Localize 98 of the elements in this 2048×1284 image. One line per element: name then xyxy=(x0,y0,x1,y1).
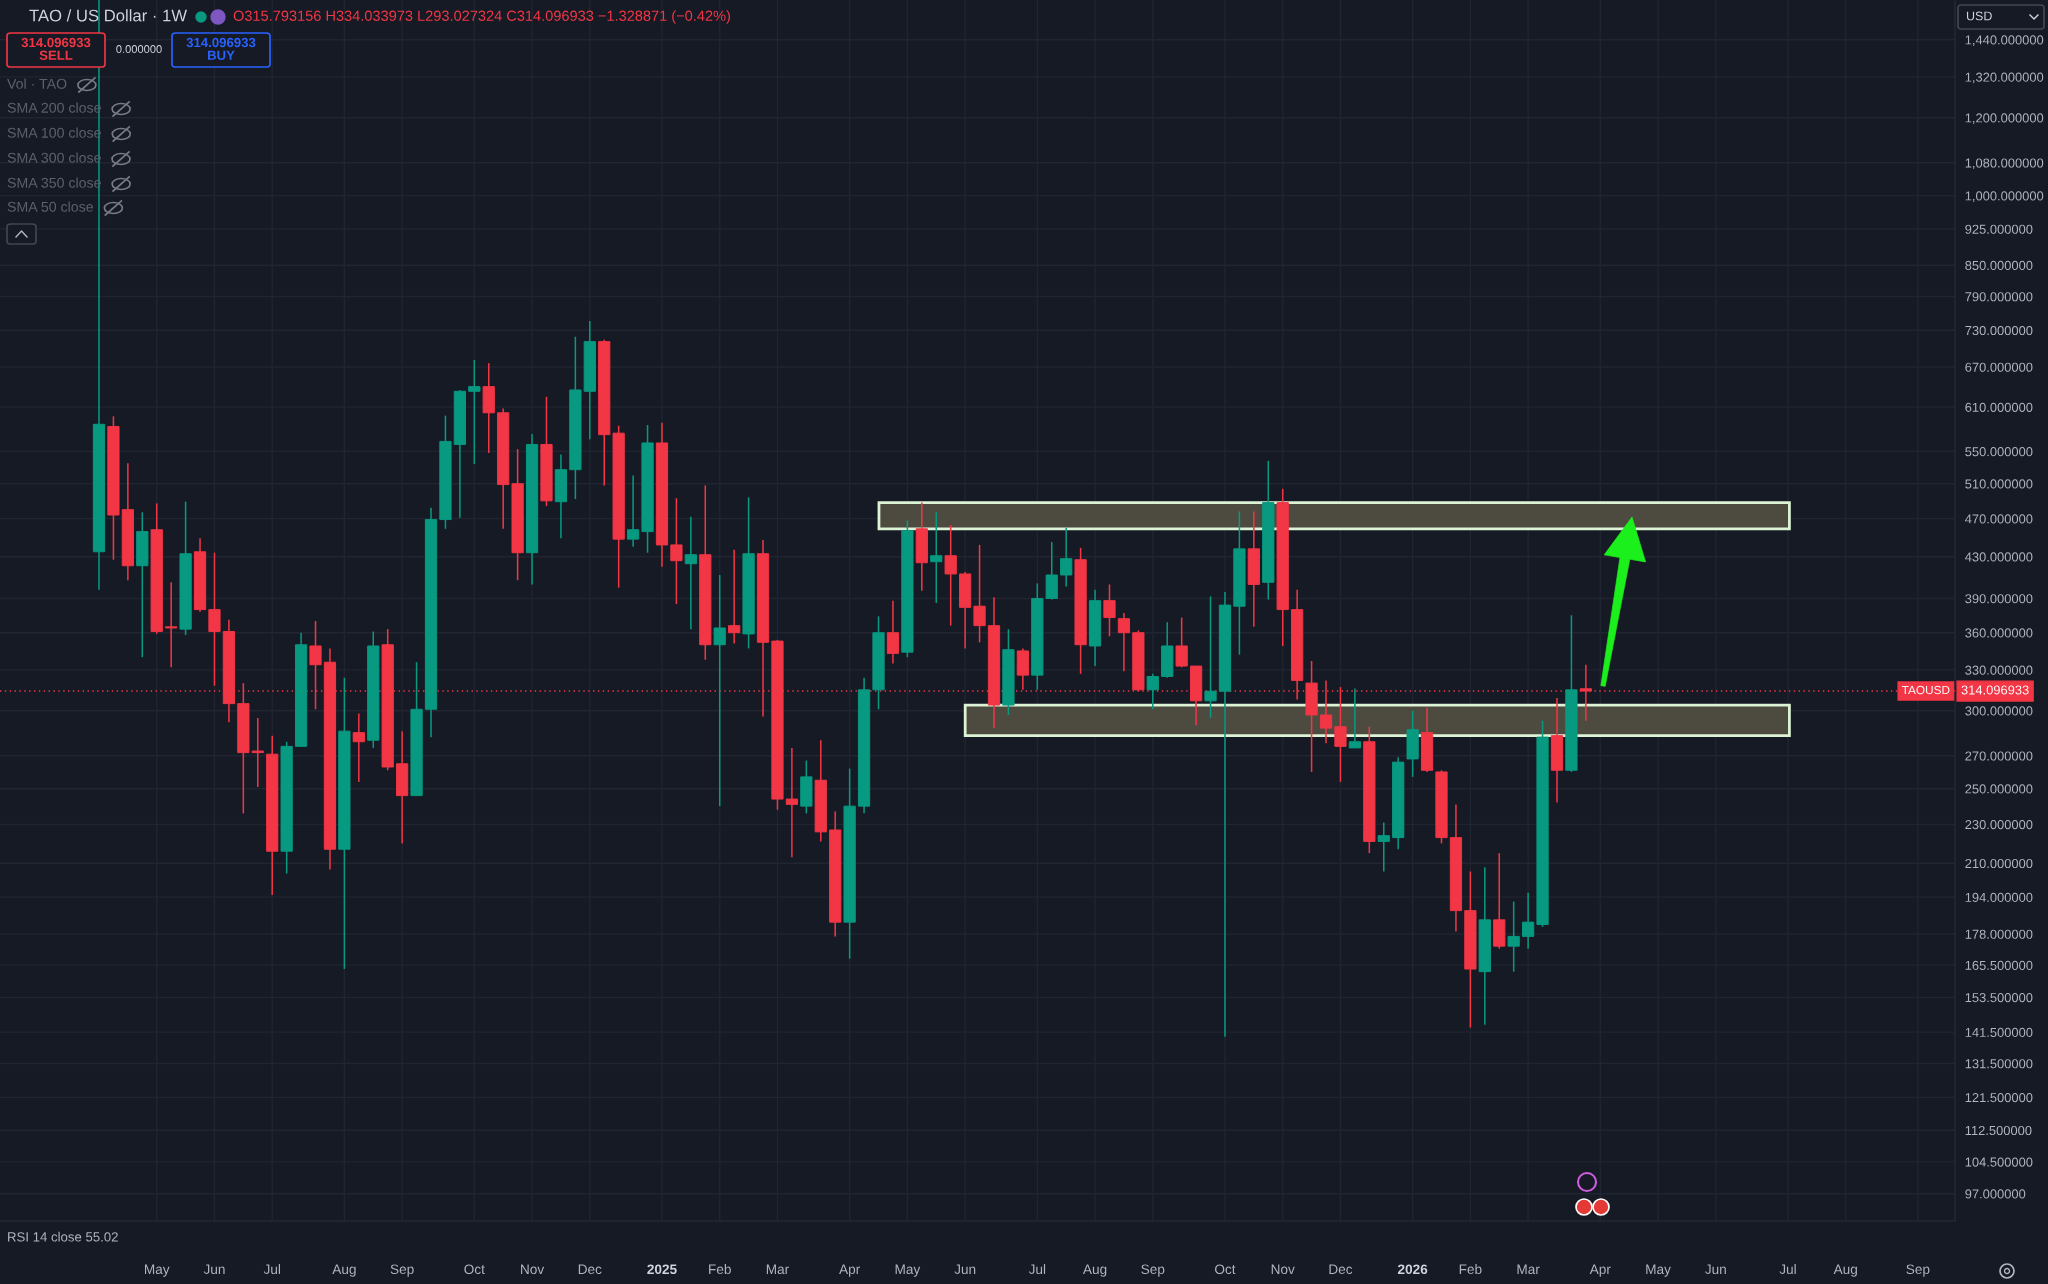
annotation: 314.096933 BUY xyxy=(186,37,256,60)
x-tick-label: 2026 xyxy=(1397,1264,1428,1275)
x-tick-label: Feb xyxy=(1459,1264,1482,1275)
y-tick-label: 112.500000 xyxy=(1965,1125,2032,1136)
candlestick xyxy=(165,581,178,669)
y-tick-label: 390.000000 xyxy=(1965,594,2033,604)
candlestick xyxy=(1348,687,1362,749)
candlestick xyxy=(1060,527,1073,588)
y-tick-label: 1,200.000000 xyxy=(1965,113,2044,125)
y-tick-label: 510.000000 xyxy=(1965,479,2033,489)
x-tick-label: Dec xyxy=(578,1264,602,1275)
candlestick xyxy=(1146,673,1159,711)
ref-line-label: TAOUSD xyxy=(1901,685,1950,695)
candlestick xyxy=(973,544,986,644)
x-tick-label: Nov xyxy=(521,1264,545,1275)
y-tick-label: 97.000000 xyxy=(1965,1189,2026,1199)
y-tick-label: 550.000000 xyxy=(1965,447,2033,457)
candlestick xyxy=(1204,595,1217,719)
candlestick xyxy=(670,497,683,605)
y-tick-label: 153.500000 xyxy=(1965,993,2033,1003)
x-tick-label: Aug xyxy=(1082,1264,1107,1277)
annotation: SMA 50 close xyxy=(7,201,93,212)
y-tick-label: 1,440.000000 xyxy=(1965,35,2044,47)
candlestick xyxy=(208,551,221,687)
x-tick-label: Sep xyxy=(1141,1264,1165,1277)
y-tick-label: 1,000.000000 xyxy=(1965,191,2044,203)
x-tick-label: Aug xyxy=(332,1264,356,1277)
y-tick-label: 360.000000 xyxy=(1965,628,2033,638)
candlestick xyxy=(352,712,365,783)
y-tick-label: 430.000000 xyxy=(1965,552,2033,562)
candlestick xyxy=(626,474,640,548)
annotation: O315.793156 H334.033973 L293.027324 C314.096933 −1.328871 (−0.42%) xyxy=(233,10,730,24)
candlestick xyxy=(713,574,726,807)
x-tick-label: Jul xyxy=(1779,1264,1796,1275)
annotation: Vol · TAO xyxy=(7,78,67,89)
x-tick-label: Mar xyxy=(1517,1264,1540,1275)
text: RSI 14 close 55.02 xyxy=(8,1231,118,1242)
candlestick xyxy=(468,359,481,465)
x-tick-label: Nov xyxy=(1271,1264,1295,1275)
y-tick-label: 121.500000 xyxy=(1965,1093,2033,1103)
y-tick-label: 610.000000 xyxy=(1965,402,2033,412)
annotation: 0.000000 xyxy=(116,45,162,53)
y-tick-label: 230.000000 xyxy=(1965,820,2033,830)
candlestick xyxy=(930,511,943,604)
x-tick-label: Feb xyxy=(709,1264,731,1275)
y-tick-label: 670.000000 xyxy=(1965,362,2033,372)
candlestick xyxy=(1103,583,1116,638)
x-tick-label: Jul xyxy=(1028,1264,1046,1275)
y-tick-label: 470.000000 xyxy=(1965,514,2033,524)
y-tick-label: 850.000000 xyxy=(1965,260,2033,270)
x-tick-label: Jul xyxy=(263,1264,281,1275)
y-tick-label: 790.000000 xyxy=(1965,292,2033,302)
text: 314.096933 xyxy=(1961,685,2029,695)
x-tick-label: Sep xyxy=(390,1264,414,1277)
y-tick-label: 165.500000 xyxy=(1965,960,2033,970)
x-tick-label: Apr xyxy=(839,1264,861,1277)
y-tick-label: 1,080.000000 xyxy=(1965,158,2044,170)
candlestick xyxy=(728,549,741,645)
y-tick-label: 925.000000 xyxy=(1965,224,2033,234)
y-tick-label: 178.000000 xyxy=(1965,929,2033,939)
y-tick-label: 141.500000 xyxy=(1965,1027,2033,1037)
x-tick-label: Mar xyxy=(766,1264,789,1275)
y-tick-label: 330.000000 xyxy=(1965,665,2033,675)
x-tick-label: Jun xyxy=(954,1264,976,1275)
x-tick-label: Oct xyxy=(464,1264,485,1275)
x-tick-label: May xyxy=(1646,1264,1671,1277)
x-tick-label: Dec xyxy=(1329,1264,1353,1275)
x-tick-label: Jun xyxy=(203,1264,225,1275)
candlestick xyxy=(1117,612,1131,672)
x-tick-label: Apr xyxy=(1589,1264,1611,1277)
x-tick-label: May xyxy=(144,1264,170,1277)
candlestick xyxy=(785,747,799,858)
candlestick xyxy=(1175,616,1188,669)
candlestick xyxy=(1377,821,1390,873)
candlestick xyxy=(684,516,697,630)
y-tick-label: 270.000000 xyxy=(1965,751,2033,761)
y-tick-label: 131.500000 xyxy=(1965,1059,2033,1069)
y-tick-label: 1,320.000000 xyxy=(1965,72,2044,84)
chart-title: TAO / US Dollar · 1W xyxy=(29,9,187,22)
x-tick-label: Oct xyxy=(1215,1264,1236,1275)
x-tick-label: Sep xyxy=(1906,1264,1930,1277)
y-tick-label: 194.000000 xyxy=(1965,892,2033,902)
y-tick-label: 250.000000 xyxy=(1965,784,2033,794)
x-tick-label: May xyxy=(895,1264,921,1277)
annotation: 314.096933 SELL xyxy=(21,37,91,60)
candlestick xyxy=(1507,900,1520,973)
y-tick-label: 730.000000 xyxy=(1965,325,2033,336)
y-tick-label: 210.000000 xyxy=(1965,858,2033,869)
candlestick xyxy=(886,599,900,665)
y-tick-label: 300.000000 xyxy=(1965,706,2033,716)
candlestick xyxy=(944,524,957,627)
x-tick-label: 2025 xyxy=(647,1264,677,1275)
x-tick-label: Jun xyxy=(1705,1264,1726,1275)
text: USD xyxy=(1966,11,1992,21)
x-tick-label: Aug xyxy=(1833,1264,1857,1277)
candlestick xyxy=(1522,892,1535,950)
y-tick-label: 104.500000 xyxy=(1965,1157,2033,1167)
candlestick xyxy=(1579,663,1592,722)
